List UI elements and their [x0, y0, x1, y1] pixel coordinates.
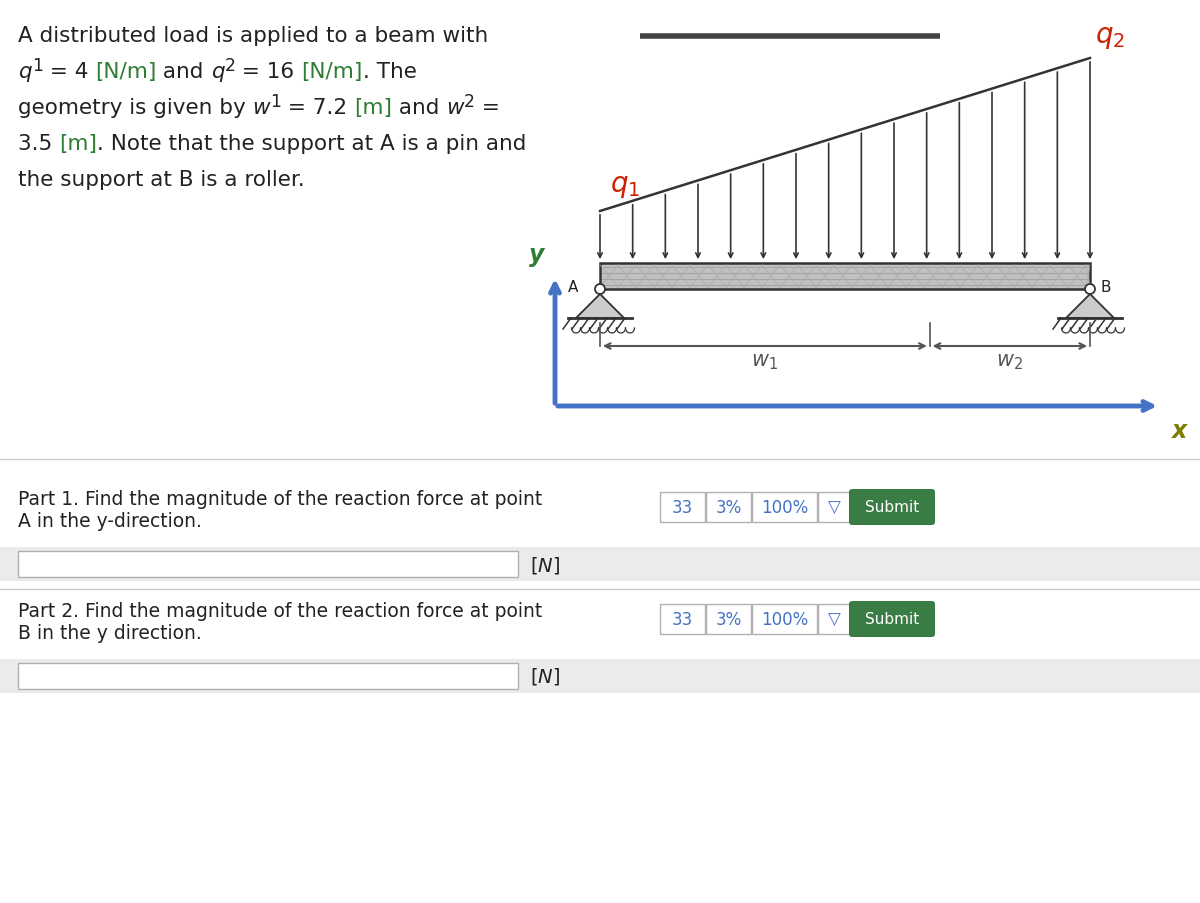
Text: Part 2. Find the magnitude of the reaction force at point: Part 2. Find the magnitude of the reacti… [18, 601, 542, 620]
Bar [818, 492, 850, 523]
Text: [N/m]: [N/m] [95, 62, 156, 82]
Text: =: = [475, 98, 500, 118]
Text: 3.5: 3.5 [18, 134, 59, 154]
Bar [0, 659, 1200, 694]
Text: 2: 2 [224, 57, 235, 75]
Bar [0, 547, 1200, 582]
Text: w: w [446, 98, 464, 118]
Text: 1: 1 [31, 57, 43, 75]
Text: 100%: 100% [761, 498, 808, 517]
Text: A in the y-direction.: A in the y-direction. [18, 511, 202, 530]
Text: $q_1$: $q_1$ [610, 172, 641, 200]
Text: y: y [529, 243, 545, 266]
Text: $q_2$: $q_2$ [1096, 23, 1124, 51]
FancyBboxPatch shape [850, 601, 935, 638]
Text: Submit: Submit [865, 612, 919, 627]
Text: $w_2$: $w_2$ [996, 351, 1024, 372]
Text: the support at B is a roller.: the support at B is a roller. [18, 170, 305, 190]
Text: [m]: [m] [354, 98, 392, 118]
Text: 3%: 3% [715, 498, 742, 517]
Circle shape [1085, 284, 1096, 294]
Text: Part 1. Find the magnitude of the reaction force at point: Part 1. Find the magnitude of the reacti… [18, 489, 542, 508]
Text: w: w [253, 98, 270, 118]
Text: = 4: = 4 [43, 62, 95, 82]
Text: A: A [568, 280, 578, 295]
FancyBboxPatch shape [850, 489, 935, 526]
Text: x: x [1172, 418, 1187, 442]
Bar [600, 264, 1090, 290]
Text: and: and [392, 98, 446, 118]
Text: ▽: ▽ [828, 610, 840, 628]
Text: [N/m]: [N/m] [301, 62, 362, 82]
Bar [752, 492, 817, 523]
Text: 33: 33 [672, 498, 694, 517]
Bar [660, 604, 706, 634]
Text: 100%: 100% [761, 610, 808, 628]
Text: [m]: [m] [59, 134, 97, 154]
Text: $[N]$: $[N]$ [530, 666, 560, 687]
Text: 33: 33 [672, 610, 694, 628]
Bar [18, 552, 518, 577]
Text: Submit: Submit [865, 500, 919, 515]
Text: $[N]$: $[N]$ [530, 554, 560, 575]
Text: $w_1$: $w_1$ [751, 351, 779, 372]
Text: q: q [18, 62, 31, 82]
Text: 1: 1 [270, 93, 281, 111]
Bar [818, 604, 850, 634]
Text: geometry is given by: geometry is given by [18, 98, 253, 118]
Text: . The: . The [362, 62, 416, 82]
Bar [660, 492, 706, 523]
Text: ▽: ▽ [828, 498, 840, 517]
Polygon shape [576, 294, 624, 319]
Circle shape [595, 284, 605, 294]
Polygon shape [1066, 294, 1114, 319]
Bar [706, 492, 751, 523]
Bar [18, 664, 518, 689]
Text: and: and [156, 62, 211, 82]
Text: 2: 2 [464, 93, 475, 111]
Bar [706, 604, 751, 634]
Text: = 16: = 16 [235, 62, 301, 82]
Text: B: B [1100, 280, 1110, 295]
Text: = 7.2: = 7.2 [281, 98, 354, 118]
Bar [752, 604, 817, 634]
Text: 3%: 3% [715, 610, 742, 628]
Text: . Note that the support at A is a pin and: . Note that the support at A is a pin an… [97, 134, 527, 154]
Text: q: q [211, 62, 224, 82]
Text: B in the y direction.: B in the y direction. [18, 623, 202, 642]
Text: A distributed load is applied to a beam with: A distributed load is applied to a beam … [18, 26, 488, 46]
